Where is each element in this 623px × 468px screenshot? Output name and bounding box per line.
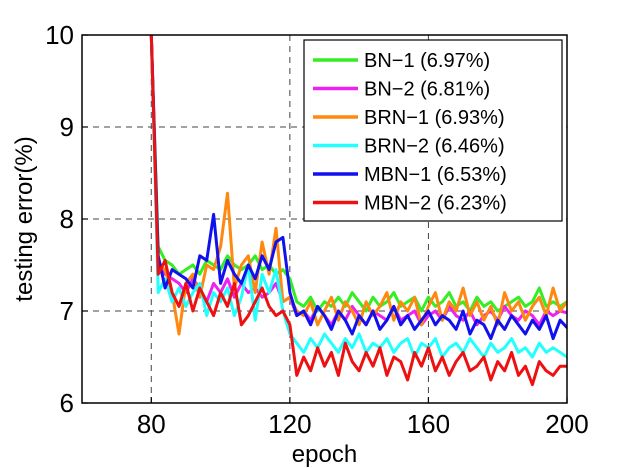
x-tick-label: 120: [268, 409, 311, 439]
legend: BN−1 (6.97%) BN−2 (6.81%) BRN−1 (6.93%) BRN…: [303, 39, 563, 222]
legend-entry-label: MBN−2 (6.23%): [364, 193, 507, 215]
y-tick-label: 8: [60, 204, 74, 234]
x-tick-label: 160: [407, 409, 450, 439]
y-tick-label: 7: [60, 296, 74, 326]
y-axis-label: testing error(%): [11, 136, 38, 301]
legend-entry-label: BRN−2 (6.46%): [364, 136, 505, 158]
x-tick-label: 200: [545, 409, 588, 439]
y-tick-label: 6: [60, 388, 74, 418]
x-axis-label: epoch: [292, 441, 357, 468]
series-line-6: [149, 35, 567, 387]
series-line-4: [149, 35, 567, 359]
legend-entry-label: BRN−1 (6.93%): [364, 107, 505, 129]
y-tick-label: 10: [45, 20, 74, 50]
series-lines: [149, 35, 567, 387]
x-tick-label: 80: [137, 409, 166, 439]
y-tick-label: 9: [60, 112, 74, 142]
legend-entry-label: BN−1 (6.97%): [364, 50, 490, 72]
legend-box: [303, 39, 563, 222]
series-line-5: [149, 35, 567, 341]
legend-entry-label: BN−2 (6.81%): [364, 79, 490, 101]
series-line-3: [149, 35, 567, 336]
legend-entry-label: MBN−1 (6.53%): [364, 164, 507, 186]
axis-ticks: 80 120 160 200 6 7 8 9 10: [45, 20, 589, 439]
